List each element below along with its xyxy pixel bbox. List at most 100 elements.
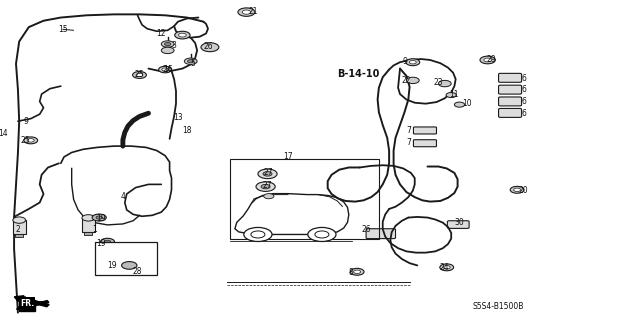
Circle shape [444, 266, 450, 269]
Circle shape [175, 31, 190, 39]
Circle shape [161, 47, 174, 54]
Bar [84, 232, 92, 235]
Circle shape [315, 231, 329, 238]
Circle shape [242, 10, 251, 14]
Circle shape [484, 58, 492, 62]
Circle shape [100, 238, 115, 245]
Circle shape [244, 227, 272, 241]
Circle shape [161, 41, 174, 47]
Text: 26: 26 [361, 225, 371, 234]
Circle shape [354, 270, 360, 273]
Text: 22: 22 [402, 76, 411, 85]
Text: 9: 9 [402, 57, 407, 66]
Text: 12: 12 [157, 29, 166, 38]
Circle shape [184, 58, 197, 64]
Circle shape [438, 80, 451, 87]
FancyArrow shape [17, 300, 49, 310]
FancyBboxPatch shape [366, 229, 396, 239]
Text: 11: 11 [450, 90, 459, 99]
Text: 15: 15 [58, 25, 68, 34]
Text: 6: 6 [521, 85, 526, 94]
Text: 19: 19 [107, 261, 117, 270]
Bar [13, 220, 26, 234]
Text: 6: 6 [521, 109, 526, 118]
Circle shape [164, 42, 171, 46]
Circle shape [238, 8, 255, 16]
Text: B-14-10: B-14-10 [337, 69, 380, 79]
Text: 6: 6 [521, 97, 526, 106]
Text: 7: 7 [406, 126, 411, 135]
Text: 30: 30 [454, 218, 465, 227]
Circle shape [256, 182, 275, 191]
Circle shape [264, 194, 274, 199]
Text: 9: 9 [23, 117, 28, 126]
Circle shape [92, 214, 106, 221]
Text: 20: 20 [518, 186, 529, 195]
FancyBboxPatch shape [413, 140, 436, 147]
Text: 13: 13 [173, 113, 183, 122]
Text: 25: 25 [20, 137, 31, 145]
Text: 23: 23 [433, 78, 444, 87]
Text: 28: 28 [133, 267, 142, 276]
Text: 1: 1 [92, 225, 97, 234]
FancyBboxPatch shape [499, 73, 522, 82]
Circle shape [514, 188, 520, 191]
Text: 19: 19 [96, 214, 106, 223]
Circle shape [132, 71, 147, 78]
Text: 4: 4 [120, 192, 125, 201]
Circle shape [28, 139, 34, 142]
Circle shape [410, 61, 416, 64]
Text: 19: 19 [96, 239, 106, 248]
Text: 2: 2 [15, 225, 20, 234]
Text: 25: 25 [134, 70, 145, 78]
Text: 24: 24 [440, 263, 450, 272]
Text: 7: 7 [406, 138, 411, 147]
FancyBboxPatch shape [413, 127, 436, 134]
Text: 26: 26 [203, 42, 213, 51]
Circle shape [126, 264, 132, 267]
Text: FR.: FR. [20, 299, 34, 308]
FancyBboxPatch shape [499, 97, 522, 106]
Text: 17: 17 [283, 152, 293, 161]
Text: 21: 21 [248, 7, 257, 16]
Circle shape [261, 184, 270, 189]
Circle shape [13, 217, 26, 223]
Text: 5: 5 [191, 59, 196, 68]
Circle shape [406, 59, 420, 66]
Text: 29: 29 [486, 55, 497, 63]
Circle shape [406, 77, 419, 84]
Text: 16: 16 [163, 65, 173, 74]
Text: 27: 27 [264, 168, 274, 177]
Bar [15, 234, 23, 237]
Circle shape [440, 264, 454, 271]
Text: FR.: FR. [20, 301, 34, 310]
Circle shape [96, 216, 102, 219]
Bar [230, 159, 379, 239]
Text: 8: 8 [348, 268, 353, 277]
FancyArrow shape [14, 296, 49, 307]
Circle shape [122, 262, 136, 269]
Circle shape [480, 56, 495, 64]
Circle shape [258, 169, 277, 179]
Circle shape [179, 33, 186, 37]
FancyBboxPatch shape [447, 221, 469, 228]
Text: 18: 18 [182, 126, 191, 135]
Text: S5S4-B1500B: S5S4-B1500B [472, 302, 524, 311]
FancyBboxPatch shape [499, 85, 522, 94]
Text: 6: 6 [521, 74, 526, 83]
Circle shape [24, 137, 38, 144]
Circle shape [122, 262, 137, 269]
Bar [95, 242, 157, 275]
Circle shape [454, 102, 465, 107]
Circle shape [104, 240, 111, 243]
Circle shape [162, 68, 168, 71]
Circle shape [446, 93, 456, 98]
Circle shape [136, 73, 143, 77]
Text: 24: 24 [163, 65, 173, 74]
Circle shape [82, 215, 95, 221]
Bar [82, 218, 95, 232]
Text: 14: 14 [0, 129, 8, 138]
Circle shape [350, 268, 364, 275]
Circle shape [188, 60, 194, 63]
Text: 10: 10 [462, 99, 472, 108]
